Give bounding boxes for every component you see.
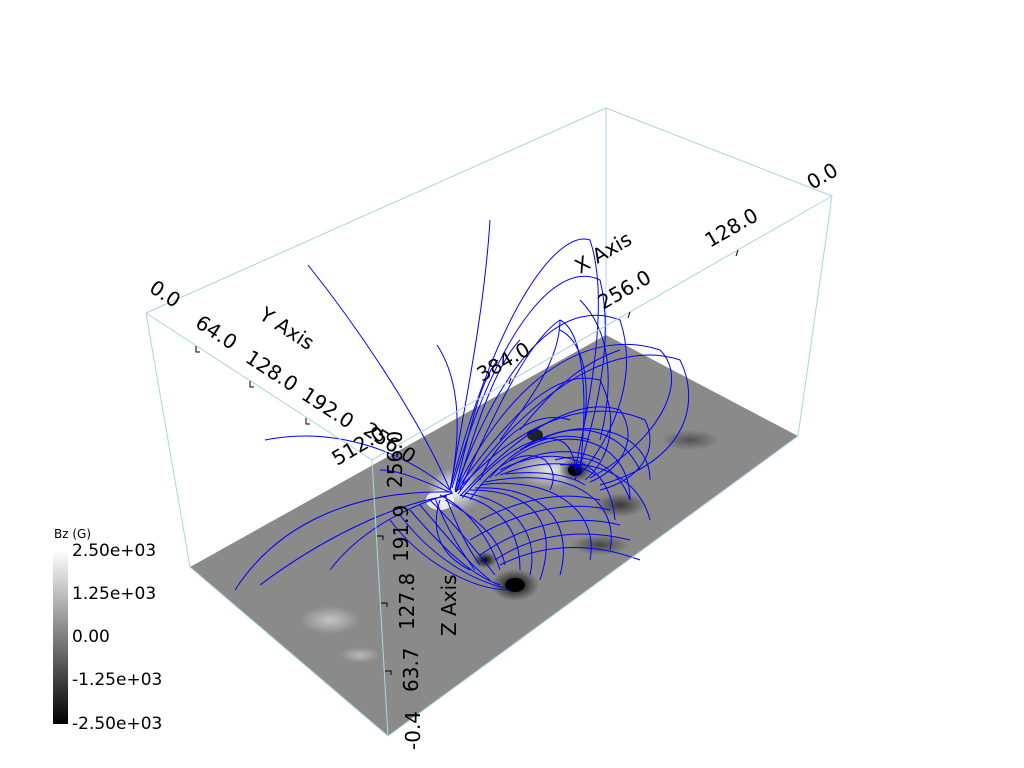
magnetic-field-lines: [234, 219, 690, 591]
z-tick-label: 63.7: [399, 647, 423, 692]
colorbar-gradient: [53, 550, 68, 724]
colorbar-title: Bz (G): [54, 527, 91, 541]
z-tick-label: 127.8: [395, 573, 419, 630]
x-tick-label: 384.0: [473, 337, 535, 386]
colorbar-label: 2.50e+03: [72, 541, 156, 561]
magnetogram-surface: [190, 335, 798, 736]
x-tick-label: 0.0: [803, 158, 843, 195]
y-tick-label: 0.0: [145, 275, 185, 312]
x-tick-label: 128.0: [701, 203, 763, 252]
bounding-box-front: [145, 195, 833, 737]
z-tick-label: 191.9: [389, 505, 413, 562]
z-tick-label: 256.0: [383, 431, 407, 488]
colorbar-label: 1.25e+03: [72, 584, 156, 604]
z-tick-label: -0.4: [401, 711, 425, 750]
x-axis-title: X Axis: [571, 227, 636, 279]
y-axis-title: Y Axis: [254, 302, 318, 355]
colorbar-label: 0.00: [72, 627, 110, 647]
y-tick-label: 192.0: [297, 382, 358, 433]
z-axis: -0.4 63.7 127.8 191.9 256.0 Z Axis: [383, 431, 461, 750]
z-axis-title: Z Axis: [437, 574, 461, 636]
y-tick-label: 128.0: [241, 345, 302, 396]
colorbar-label: -1.25e+03: [72, 670, 162, 690]
axis-tick-marks: [195, 249, 739, 675]
bounding-box-back: [145, 107, 833, 568]
colorbar-label: -2.50e+03: [72, 714, 162, 734]
x-tick-label: 256.0: [594, 265, 656, 314]
scalar-colorbar: Bz (G) 2.50e+03 1.25e+03 0.00 -1.25e+03 …: [53, 527, 162, 734]
